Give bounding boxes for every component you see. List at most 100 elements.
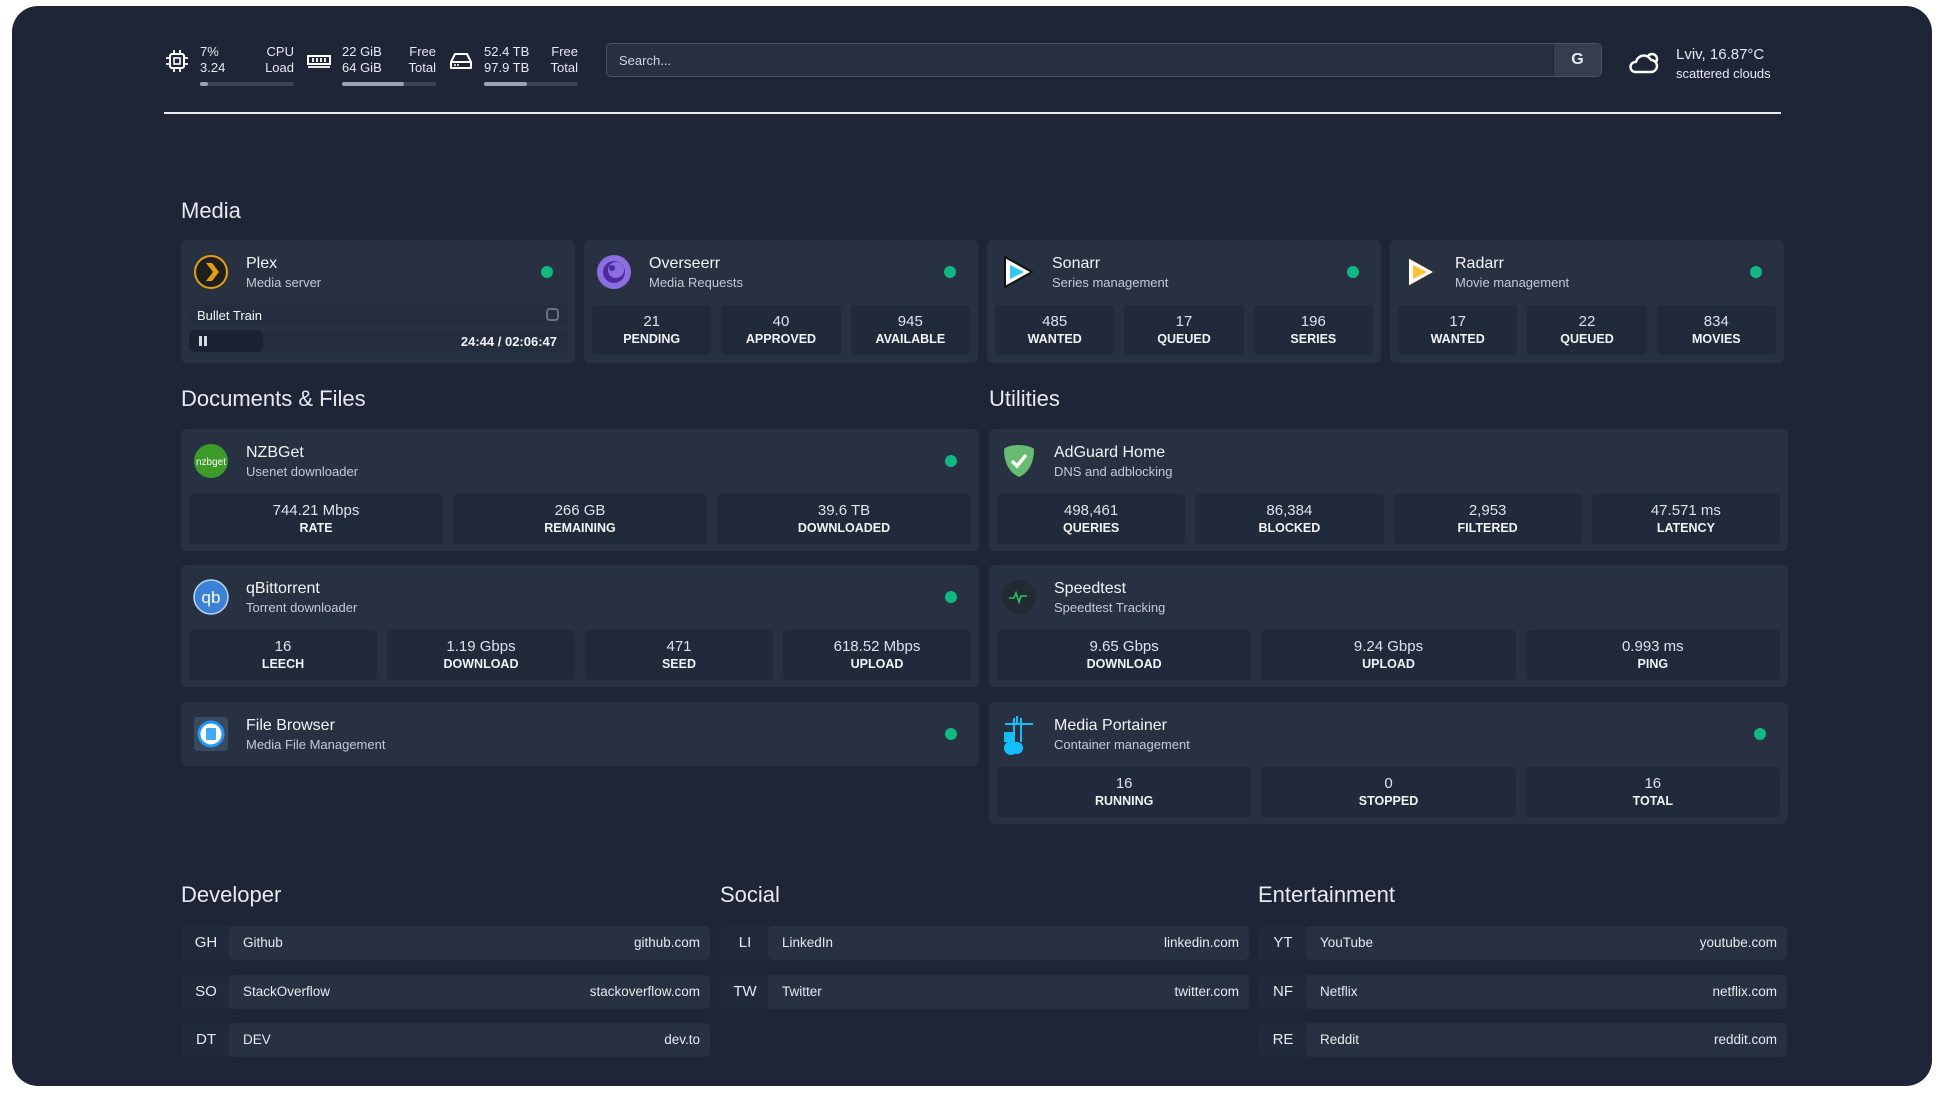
- pause-icon[interactable]: [199, 336, 207, 346]
- search-input[interactable]: [607, 44, 1553, 76]
- bookmark-link[interactable]: Github github.com: [229, 926, 710, 960]
- stat-remaining: 266 GB REMAINING: [453, 494, 707, 544]
- service-card-media-portainer[interactable]: Media Portainer Container management 16 RUN…: [989, 702, 1788, 824]
- service-stats: 485 WANTED 17 QUEUED 196 SERIES: [995, 305, 1373, 355]
- bookmark-abbreviation: NF: [1258, 974, 1308, 1009]
- bookmark-youtube[interactable]: YT YouTube youtube.com: [1258, 926, 1787, 960]
- service-name: Overseerr: [649, 255, 721, 272]
- bookmark-name: LinkedIn: [782, 935, 834, 950]
- stat-value: 2,953: [1468, 502, 1507, 519]
- service-card-adguard-home[interactable]: AdGuard Home DNS and adblocking 498,461 QUE…: [989, 429, 1788, 551]
- stat-queries: 498,461 QUERIES: [997, 494, 1186, 544]
- transcode-icon: [546, 308, 559, 321]
- service-card-speedtest[interactable]: Speedtest Speedtest Tracking 9.65 Gbps DOWN…: [989, 565, 1788, 687]
- service-name: Radarr: [1455, 255, 1504, 272]
- stat-rate: 744.21 Mbps RATE: [189, 494, 443, 544]
- stat-value: 0: [1384, 775, 1393, 792]
- memory-icon: [306, 48, 332, 74]
- service-card-qbittorrent[interactable]: qb qBittorrent Torrent downloader 16 LEECH 1.…: [181, 565, 979, 687]
- service-name: File Browser: [246, 717, 335, 734]
- stat-label: AVAILABLE: [875, 332, 946, 346]
- bookmark-link[interactable]: Twitter twitter.com: [768, 974, 1249, 1009]
- bookmark-stackoverflow[interactable]: SO StackOverflow stackoverflow.com: [181, 974, 710, 1009]
- stat-label: TOTAL: [1632, 794, 1674, 808]
- playback-progress[interactable]: 24:44 / 02:06:47: [189, 330, 567, 352]
- bookmark-link[interactable]: Reddit reddit.com: [1306, 1023, 1787, 1057]
- stat-queued: 17 QUEUED: [1124, 305, 1244, 355]
- service-card-nzbget[interactable]: nzbget NZBGet Usenet downloader 744.21 Mbps…: [181, 429, 979, 551]
- service-name: Media Portainer: [1054, 717, 1167, 734]
- stat-ping: 0.993 ms PING: [1525, 630, 1780, 680]
- bookmark-link[interactable]: StackOverflow stackoverflow.com: [229, 974, 710, 1009]
- stat-label: STOPPED: [1358, 794, 1419, 808]
- cpu-usage-fill: [200, 82, 208, 86]
- stat-upload: 9.24 Gbps UPLOAD: [1261, 630, 1516, 680]
- stat-label: QUEUED: [1157, 332, 1211, 346]
- memory-label-1: Free: [409, 44, 436, 59]
- service-stats: 498,461 QUERIES 86,384 BLOCKED 2,953 FILTERED…: [997, 494, 1780, 544]
- service-name: Sonarr: [1052, 255, 1101, 272]
- stat-value: 17: [1449, 313, 1466, 330]
- stat-value: 0.993 ms: [1621, 638, 1684, 655]
- weather-condition: scattered clouds: [1676, 66, 1771, 81]
- stat-value: 16: [274, 638, 292, 655]
- bookmark-twitter[interactable]: TW Twitter twitter.com: [720, 974, 1249, 1009]
- stat-value: 40: [772, 313, 790, 330]
- search-bar[interactable]: G: [606, 43, 1602, 77]
- sonarr-icon: [999, 254, 1035, 290]
- service-card-file-browser[interactable]: File Browser Media File Management: [181, 702, 979, 766]
- svg-text:qb: qb: [202, 588, 221, 607]
- svg-text:nzbget: nzbget: [196, 457, 226, 468]
- stat-approved: 40 APPROVED: [721, 305, 841, 355]
- memory-usage-bar: [342, 82, 436, 86]
- bookmark-url: linkedin.com: [1163, 935, 1239, 950]
- service-stats: 744.21 Mbps RATE 266 GB REMAINING 39.6 TB DOW…: [189, 494, 971, 544]
- bookmark-name: StackOverflow: [243, 983, 331, 999]
- stat-value: 498,461: [1064, 502, 1119, 519]
- overseerr-icon: [596, 254, 632, 290]
- stat-value: 266 GB: [554, 502, 606, 519]
- bookmark-link[interactable]: DEV dev.to: [229, 1023, 710, 1057]
- stat-available: 945 AVAILABLE: [850, 305, 970, 355]
- stat-total: 16 TOTAL: [1525, 767, 1780, 817]
- bookmark-link[interactable]: YouTube youtube.com: [1306, 926, 1787, 960]
- bookmark-link[interactable]: LinkedIn linkedin.com: [768, 926, 1249, 960]
- service-card-radarr[interactable]: Radarr Movie management 17 WANTED 22 QUEUED 83…: [1390, 240, 1784, 363]
- disk-value-1: 52.4 TB: [484, 44, 530, 59]
- bookmark-link[interactable]: Netflix netflix.com: [1306, 974, 1787, 1009]
- stat-label: PENDING: [623, 332, 681, 346]
- bookmark-dev[interactable]: DT DEV dev.to: [181, 1023, 710, 1057]
- section-title-developer: Developer: [181, 882, 282, 907]
- bookmark-name: Reddit: [1320, 1032, 1360, 1047]
- stat-value: 9.24 Gbps: [1353, 638, 1424, 655]
- service-stats: 17 WANTED 22 QUEUED 834 MOVIES: [1398, 305, 1776, 355]
- stat-label: WANTED: [1430, 332, 1485, 346]
- bookmark-linkedin[interactable]: LI LinkedIn linkedin.com: [720, 926, 1249, 960]
- memory-metric: 22 GiB 64 GiB Free Total: [306, 40, 446, 88]
- bookmark-url: youtube.com: [1699, 935, 1777, 950]
- service-card-sonarr[interactable]: Sonarr Series management 485 WANTED 17 QUEUED…: [987, 240, 1381, 363]
- stat-value: 47.571 ms: [1650, 502, 1721, 519]
- service-card-overseerr[interactable]: Overseerr Media Requests 21 PENDING 40 APPROV…: [584, 240, 978, 363]
- bookmark-github[interactable]: GH Github github.com: [181, 926, 710, 960]
- service-card-plex[interactable]: Plex Media server Bullet Train 24:44 / 02:0…: [181, 240, 575, 363]
- bookmark-netflix[interactable]: NF Netflix netflix.com: [1258, 974, 1787, 1009]
- stat-filtered: 2,953 FILTERED: [1393, 494, 1582, 544]
- weather-location-temp: Lviv, 16.87°C: [1676, 46, 1765, 63]
- status-indicator: [1750, 266, 1762, 278]
- stat-label: SEED: [661, 657, 697, 671]
- stat-stopped: 0 STOPPED: [1261, 767, 1516, 817]
- dashboard-window: G Lviv, 16.87°C scattered clouds 7%3.24 C…: [12, 6, 1932, 1086]
- now-playing-title: Bullet Train: [189, 304, 567, 326]
- cpu-icon: [164, 48, 190, 74]
- status-indicator: [945, 591, 957, 603]
- search-provider-button[interactable]: G: [1553, 44, 1601, 76]
- bookmark-abbreviation: TW: [720, 974, 770, 1009]
- section-title-media: Media: [181, 198, 241, 223]
- stat-movies: 834 MOVIES: [1656, 305, 1776, 355]
- bookmark-reddit[interactable]: RE Reddit reddit.com: [1258, 1023, 1787, 1057]
- stat-label: DOWNLOAD: [443, 657, 519, 671]
- stat-value: 834: [1703, 313, 1729, 330]
- disk-value-2: 97.9 TB: [484, 60, 530, 75]
- stat-value: 16: [1644, 775, 1662, 792]
